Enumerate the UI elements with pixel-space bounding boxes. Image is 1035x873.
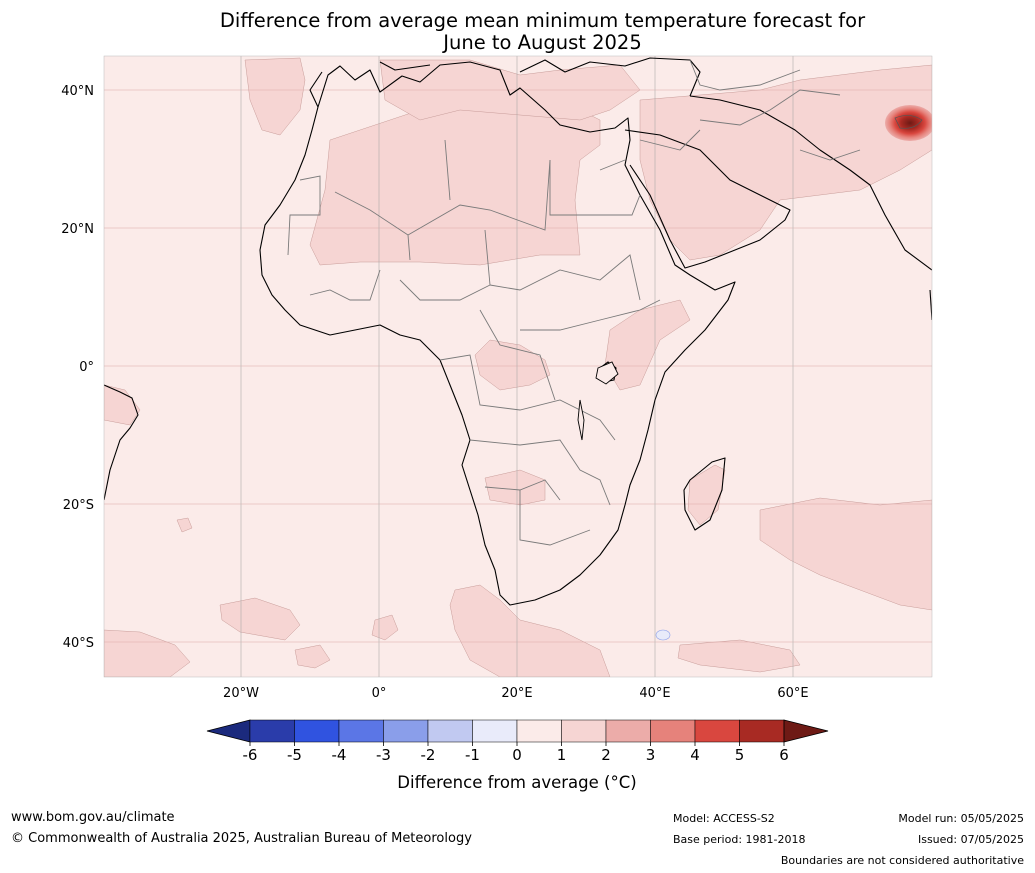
anomaly-cold-patch (655, 629, 671, 641)
colorbar-tick-label: 0 (512, 746, 522, 764)
colorbar-segment (427, 719, 473, 743)
lat-label-20s: 20°S (63, 498, 94, 513)
colorbar-tick-label: -4 (332, 746, 347, 764)
colorbar-tick-label: 1 (557, 746, 567, 764)
colorbar-segment (694, 719, 740, 743)
footer-website: www.bom.gov.au/climate (11, 810, 175, 825)
colorbar-segment (739, 719, 785, 743)
colorbar-tick-label: 4 (690, 746, 700, 764)
colorbar-segment (605, 719, 651, 743)
lon-label-0: 0° (372, 686, 387, 701)
colorbar-segment (338, 719, 384, 743)
lat-label-0: 0° (79, 360, 94, 375)
coastlines (104, 57, 932, 606)
map-title: Difference from average mean minimum tem… (0, 10, 1035, 54)
footer-base-period: Base period: 1981-2018 (673, 833, 806, 846)
latitude-labels: 40°N 20°N 0° 20°S 40°S (61, 84, 94, 651)
colorbar-segment (294, 719, 340, 743)
colorbar-tick-label: 2 (601, 746, 611, 764)
anomaly-1-2-regions (104, 57, 932, 677)
longitude-labels: 20°W 0° 20°E 40°E 60°E (223, 686, 809, 701)
colorbar-tick-label: 6 (779, 746, 789, 764)
lakes (577, 361, 619, 441)
lat-label-20n: 20°N (61, 222, 94, 237)
colorbar-segment (383, 719, 429, 743)
colorbar-segment (249, 719, 295, 743)
footer-issued: Issued: 07/05/2025 (917, 833, 1024, 846)
colorbar-tick-label: -3 (376, 746, 391, 764)
colorbar-segment (516, 719, 562, 743)
colorbar-tick-label: 3 (646, 746, 656, 764)
colorbar-title: Difference from average (°C) (397, 773, 636, 792)
lon-label-40e: 40°E (639, 686, 670, 701)
title-line-2: June to August 2025 (443, 31, 642, 54)
anomaly-hotspot (885, 105, 932, 141)
title-line-1: Difference from average mean minimum tem… (219, 9, 866, 32)
colorbar: -6 -5 -4 -3 -2 -1 0 1 2 3 4 5 6 (206, 719, 829, 764)
colorbar-tick-label: -5 (287, 746, 302, 764)
lon-label-20e: 20°E (501, 686, 532, 701)
colorbar-segment (650, 719, 696, 743)
colorbar-segment (472, 719, 518, 743)
colorbar-tick-label: -2 (421, 746, 436, 764)
colorbar-segment (561, 719, 607, 743)
footer-model-run: Model run: 05/05/2025 (898, 812, 1024, 825)
colorbar-tick-label: -6 (243, 746, 258, 764)
lat-label-40s: 40°S (63, 636, 94, 651)
lon-label-60e: 60°E (777, 686, 808, 701)
footer-disclaimer: Boundaries are not considered authoritat… (780, 854, 1024, 867)
lon-label-20w: 20°W (223, 686, 259, 701)
lat-label-40n: 40°N (61, 84, 94, 99)
footer-copyright: © Commonwealth of Australia 2025, Austra… (11, 831, 472, 846)
colorbar-extend-low (206, 719, 251, 743)
colorbar-extend-high (783, 719, 829, 743)
colorbar-tick-label: 5 (735, 746, 745, 764)
footer-model: Model: ACCESS-S2 (673, 812, 775, 825)
colorbar-tick-label: -1 (465, 746, 480, 764)
country-borders (287, 59, 861, 546)
